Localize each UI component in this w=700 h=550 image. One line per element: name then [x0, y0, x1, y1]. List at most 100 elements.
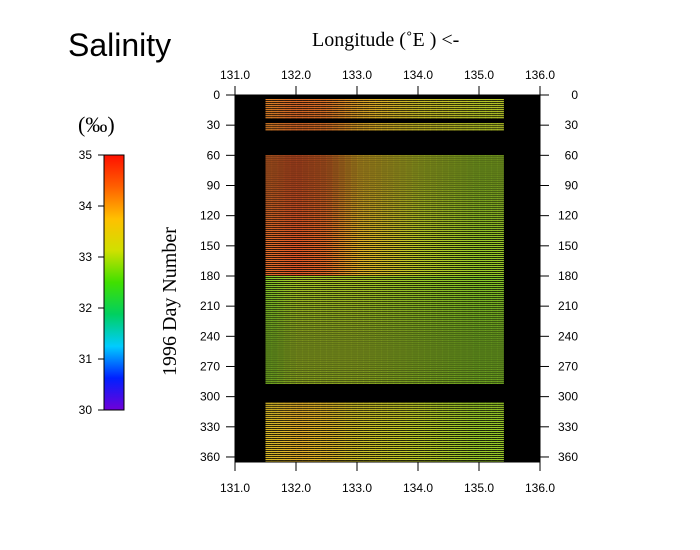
heatmap-cell: [491, 201, 498, 203]
heatmap-cell: [320, 233, 327, 235]
heatmap-cell: [265, 368, 273, 370]
heatmap-cell: [375, 241, 382, 243]
heatmap-cell: [283, 255, 291, 258]
heatmap-cell: [399, 348, 407, 350]
heatmap-cell: [271, 328, 279, 330]
heatmap-cell: [411, 306, 419, 308]
heatmap-cell: [460, 253, 468, 256]
heatmap-cell: [405, 225, 413, 227]
heatmap-cell: [479, 249, 486, 252]
heatmap-cell: [430, 354, 437, 356]
heatmap-cell: [314, 304, 321, 306]
heatmap-cell: [479, 225, 486, 227]
heatmap-cell: [326, 245, 334, 248]
heatmap-cell: [442, 247, 449, 250]
heatmap-cell: [485, 348, 492, 350]
heatmap-cell: [338, 277, 346, 280]
heatmap-cell: [479, 312, 486, 314]
heatmap-cell: [344, 312, 352, 314]
heatmap-cell: [418, 294, 425, 296]
heatmap-cell: [289, 275, 297, 278]
heatmap-cell: [271, 332, 279, 334]
heatmap-cell: [363, 193, 370, 195]
heatmap-cell: [485, 229, 492, 231]
heatmap-cell: [308, 253, 315, 256]
heatmap-cell: [424, 265, 431, 268]
heatmap-cell: [332, 298, 340, 300]
heatmap-cell: [387, 117, 395, 119]
heatmap-cell: [350, 302, 358, 304]
heatmap-cell: [430, 316, 437, 318]
heatmap-cell: [442, 213, 449, 215]
heatmap-cell: [466, 352, 474, 354]
heatmap-cell: [448, 167, 456, 169]
heatmap-cell: [393, 169, 401, 171]
heatmap-cell: [485, 360, 492, 362]
heatmap-cell: [265, 352, 273, 354]
heatmap-cell: [277, 105, 285, 107]
heatmap-cell: [277, 296, 285, 298]
heatmap-cell: [302, 109, 309, 111]
heatmap-cell: [405, 165, 413, 167]
heatmap-cell: [302, 227, 309, 229]
heatmap-cell: [430, 324, 437, 326]
heatmap-cell: [497, 314, 504, 316]
heatmap-row: [265, 231, 504, 233]
heatmap-cell: [472, 318, 480, 320]
heatmap-cell: [271, 211, 279, 213]
heatmap-cell: [271, 263, 279, 266]
heatmap-cell: [387, 364, 395, 366]
heatmap-cell: [350, 310, 358, 312]
heatmap-cell: [418, 239, 425, 241]
heatmap-cell: [411, 322, 419, 324]
heatmap-cell: [491, 211, 498, 213]
heatmap-cell: [302, 205, 309, 207]
heatmap-cell: [326, 215, 334, 217]
heatmap-cell: [344, 366, 352, 368]
heatmap-cell: [320, 275, 327, 278]
heatmap-cell: [363, 165, 370, 167]
heatmap-cell: [357, 185, 364, 187]
heatmap-cell: [430, 263, 437, 266]
heatmap-cell: [363, 219, 370, 221]
heatmap-cell: [381, 129, 388, 131]
heatmap-cell: [375, 127, 382, 129]
heatmap-cell: [357, 376, 364, 378]
heatmap-cell: [442, 308, 449, 310]
heatmap-cell: [466, 197, 474, 199]
heatmap-cell: [283, 249, 291, 252]
heatmap-cell: [418, 300, 425, 302]
heatmap-cell: [479, 101, 486, 103]
heatmap-cell: [363, 290, 370, 292]
heatmap-cell: [424, 263, 431, 266]
heatmap-cell: [350, 221, 358, 223]
heatmap-cell: [497, 113, 504, 115]
heatmap-cell: [460, 338, 468, 340]
colorbar-tick-label: 30: [79, 403, 93, 417]
heatmap-cell: [314, 165, 321, 167]
heatmap-cell: [363, 328, 370, 330]
heatmap-cell: [296, 247, 303, 250]
heatmap-cell: [350, 275, 358, 278]
heatmap-cell: [497, 231, 504, 233]
heatmap-cell: [485, 203, 492, 205]
heatmap-cell: [454, 318, 462, 320]
heatmap-cell: [393, 296, 401, 298]
heatmap-cell: [283, 169, 291, 171]
heatmap-cell: [277, 171, 285, 173]
heatmap-cell: [320, 129, 327, 131]
heatmap-cell: [485, 294, 492, 296]
heatmap-row: [265, 255, 504, 258]
heatmap-cell: [320, 223, 327, 225]
heatmap-cell: [363, 127, 370, 129]
heatmap-cell: [448, 207, 456, 209]
heatmap-cell: [271, 286, 279, 288]
heatmap-cell: [308, 171, 315, 173]
heatmap-cell: [320, 109, 327, 111]
heatmap-cell: [308, 217, 315, 219]
heatmap-cell: [332, 271, 340, 274]
heatmap-cell: [466, 219, 474, 221]
heatmap-cell: [277, 334, 285, 336]
heatmap-cell: [277, 306, 285, 308]
heatmap-cell: [363, 231, 370, 233]
